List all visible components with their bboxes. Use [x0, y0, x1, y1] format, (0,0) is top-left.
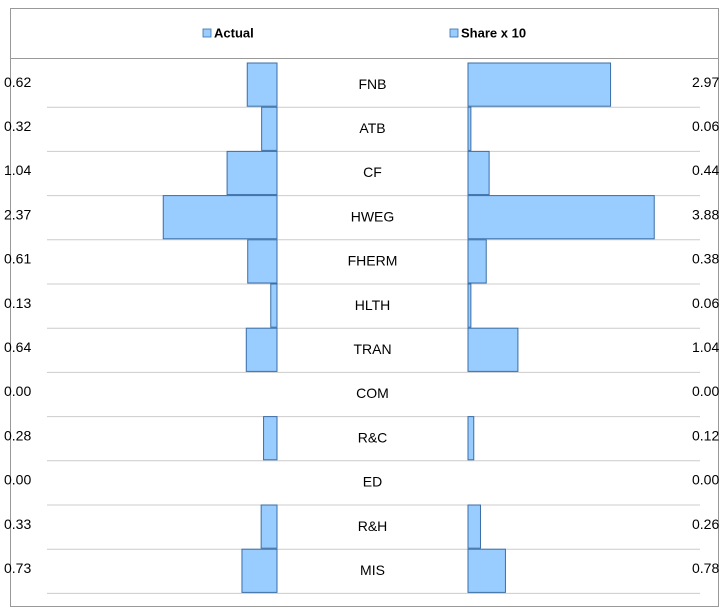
bar [467, 327, 519, 372]
category-label: MIS [360, 562, 385, 578]
bar [467, 195, 655, 240]
category-label: R&H [358, 518, 388, 534]
value-label: 0.73 [4, 560, 31, 576]
category-label: CF [363, 164, 382, 180]
category-label: FHERM [348, 253, 398, 269]
category-label: HWEG [351, 208, 395, 224]
legend-frame [10, 8, 719, 59]
value-label: 0.44 [692, 162, 719, 178]
value-label: 0.28 [4, 427, 31, 443]
value-label: 0.00 [4, 472, 31, 488]
value-label: 0.00 [4, 383, 31, 399]
bar [467, 150, 490, 196]
bar [270, 283, 278, 328]
value-label: 0.78 [692, 560, 719, 576]
value-label: 0.38 [692, 251, 719, 267]
category-label: ED [363, 474, 382, 490]
legend-label: Actual [214, 25, 254, 40]
bar [467, 62, 612, 107]
bar [261, 106, 278, 151]
bar [467, 106, 472, 151]
value-label: 3.88 [692, 206, 719, 222]
category-label: FNB [359, 76, 387, 92]
bar [247, 239, 278, 284]
value-label: 0.00 [692, 472, 719, 488]
bar [467, 416, 475, 461]
value-label: 0.61 [4, 251, 31, 267]
value-label: 0.13 [4, 295, 31, 311]
value-label: 0.64 [4, 339, 31, 355]
value-label: 0.33 [4, 516, 31, 532]
bar [246, 62, 278, 107]
bar [260, 504, 278, 549]
category-label: TRAN [353, 341, 391, 357]
category-label: ATB [359, 120, 385, 136]
bar [241, 548, 278, 593]
value-label: 2.97 [692, 74, 719, 90]
bar [467, 239, 487, 284]
value-label: 0.62 [4, 74, 31, 90]
value-label: 2.37 [4, 206, 31, 222]
chart-frame [10, 8, 719, 607]
value-label: 1.04 [692, 339, 719, 355]
category-label: COM [356, 385, 389, 401]
bar [226, 150, 278, 196]
value-label: 0.00 [692, 383, 719, 399]
bar [467, 504, 481, 549]
legend-swatch [449, 28, 459, 38]
value-label: 0.06 [692, 118, 719, 134]
bar [467, 283, 472, 328]
value-label: 0.26 [692, 516, 719, 532]
bar [245, 327, 278, 372]
value-label: 0.06 [692, 295, 719, 311]
bar [263, 416, 278, 461]
bar [467, 548, 506, 593]
legend-label: Share x 10 [461, 25, 526, 40]
value-label: 0.12 [692, 427, 719, 443]
bar [162, 195, 278, 240]
category-label: R&C [358, 429, 388, 445]
category-label: HLTH [355, 297, 391, 313]
value-label: 0.32 [4, 118, 31, 134]
legend-swatch [202, 28, 212, 38]
value-label: 1.04 [4, 162, 31, 178]
